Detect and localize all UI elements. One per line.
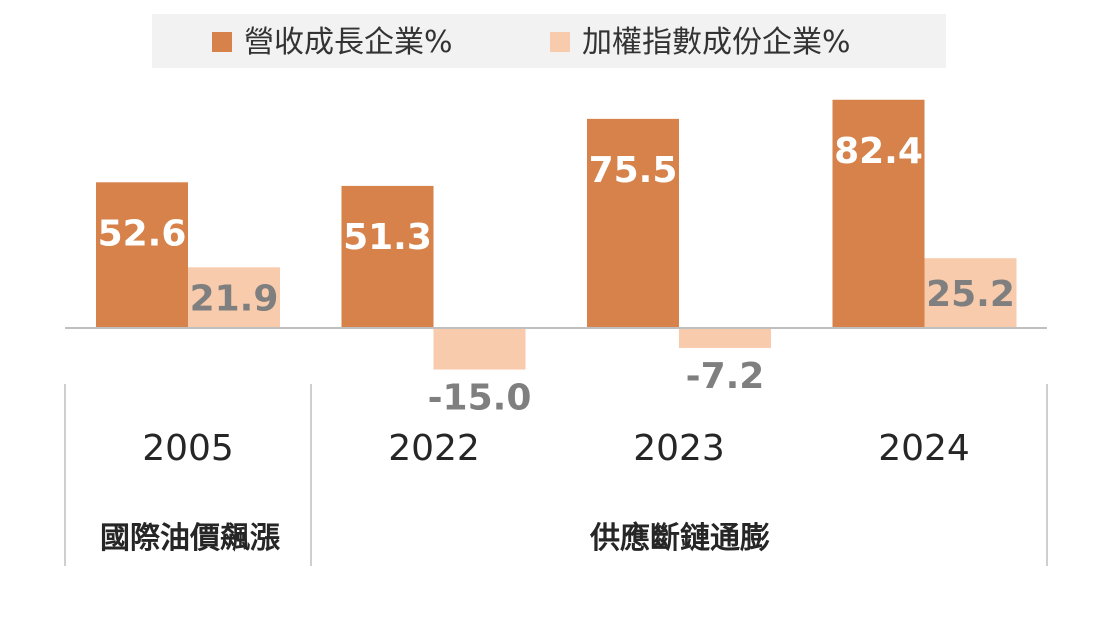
bar-index-components-2005: [188, 267, 280, 328]
data-label-index-components-2024: 25.2: [926, 274, 1015, 315]
data-label-index-components-2022: -15.0: [428, 378, 532, 419]
data-label-index-components-2005: 21.9: [190, 279, 279, 320]
group-label-supply-chain: 供應斷鏈通膨: [589, 521, 770, 556]
bar-index-components-2023: [679, 328, 771, 348]
legend-label-index-components: 加權指數成份企業%: [582, 25, 851, 60]
legend-swatch-index-components: [550, 32, 570, 52]
category-label-2024: 2024: [878, 428, 970, 469]
bar-revenue-growth-2023: [587, 118, 679, 329]
data-label-index-components-2023: -7.2: [686, 356, 765, 397]
bar-revenue-growth-2005: [96, 182, 188, 328]
category-label-2023: 2023: [633, 428, 725, 469]
bar-revenue-growth-2022: [341, 185, 434, 328]
data-label-revenue-growth-2023: 75.5: [589, 150, 678, 191]
bars-layer: 52.621.9 51.3 -15.0 75.5 -7.2 82.4 25.2: [96, 99, 1017, 419]
legend-swatch-revenue-growth: [212, 32, 232, 52]
bar-index-components-2024: [924, 258, 1017, 328]
data-label-revenue-growth-2022: 51.3: [343, 217, 432, 258]
data-label-revenue-growth-2024: 82.4: [834, 131, 923, 172]
category-label-2022: 2022: [388, 428, 480, 469]
legend-label-revenue-growth: 營收成長企業%: [244, 25, 453, 60]
group-label-oil-price: 國際油價飆漲: [100, 521, 281, 556]
legend-background: [152, 14, 946, 68]
bar-index-components-2022: [433, 328, 526, 370]
bar-revenue-growth-2024: [832, 99, 925, 328]
data-label-revenue-growth-2005: 52.6: [98, 213, 187, 254]
category-label-2005: 2005: [142, 428, 234, 469]
